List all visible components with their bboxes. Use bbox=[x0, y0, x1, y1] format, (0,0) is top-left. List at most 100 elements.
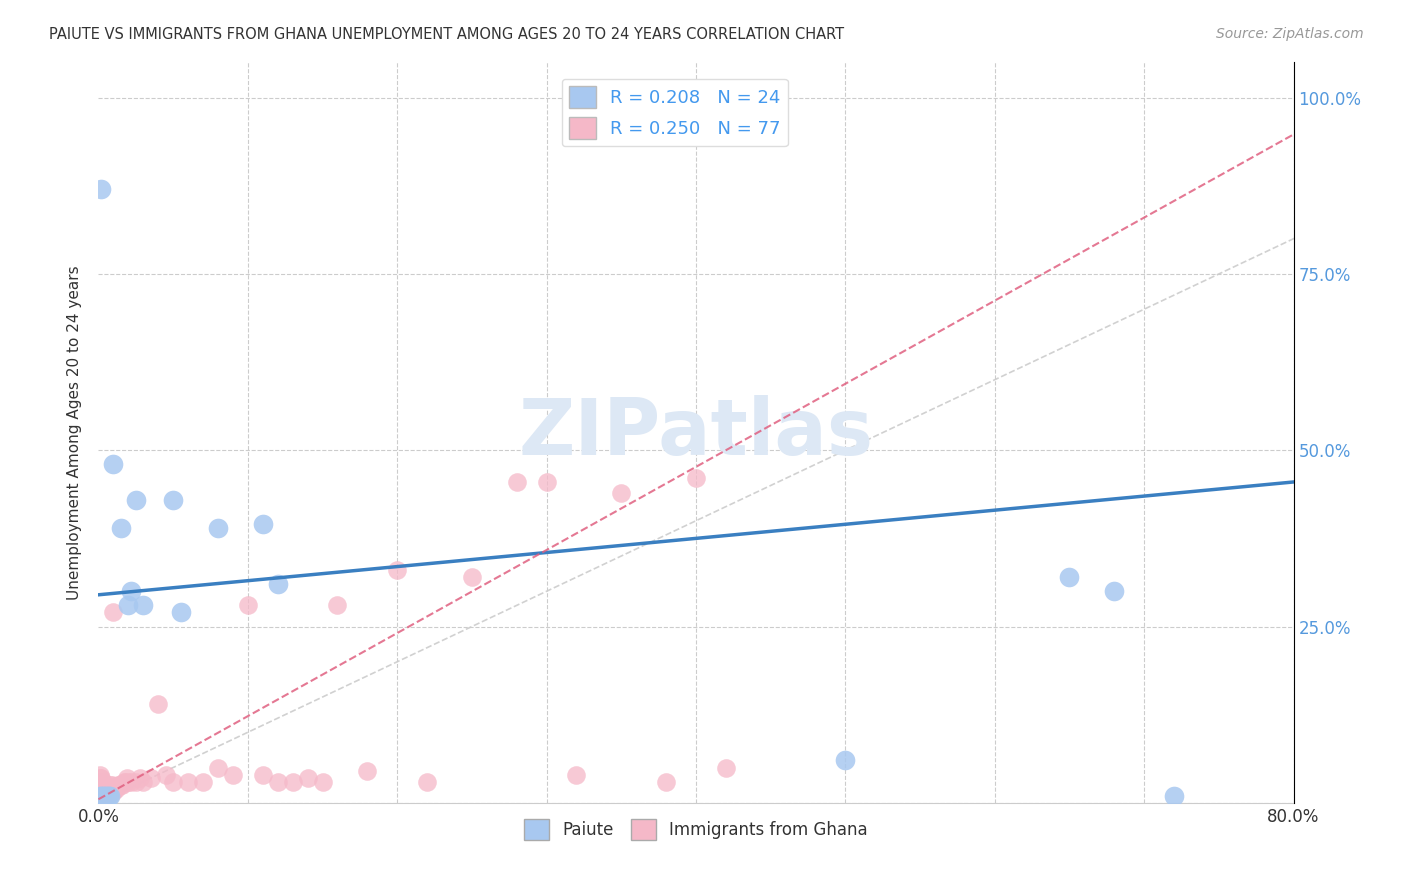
Point bbox=[326, 599, 349, 613]
Point bbox=[169, 606, 191, 620]
Point bbox=[90, 789, 112, 803]
Point bbox=[105, 781, 128, 796]
Point bbox=[117, 774, 139, 789]
Point bbox=[104, 781, 127, 796]
Point bbox=[536, 475, 558, 489]
Point bbox=[385, 563, 409, 577]
Point bbox=[281, 774, 304, 789]
Point bbox=[91, 785, 114, 799]
Point bbox=[416, 774, 439, 789]
Point bbox=[94, 785, 117, 799]
Point bbox=[148, 697, 170, 711]
Point bbox=[222, 767, 245, 781]
Point bbox=[311, 774, 333, 789]
Point bbox=[714, 760, 737, 774]
Point bbox=[162, 492, 184, 507]
Y-axis label: Unemployment Among Ages 20 to 24 years: Unemployment Among Ages 20 to 24 years bbox=[67, 265, 83, 600]
Point bbox=[91, 789, 114, 803]
Point bbox=[103, 785, 125, 799]
Point bbox=[98, 778, 122, 792]
Point bbox=[132, 774, 155, 789]
Point bbox=[461, 570, 484, 584]
Point bbox=[103, 781, 125, 796]
Point bbox=[108, 778, 131, 792]
Point bbox=[506, 475, 529, 489]
Legend: Paiute, Immigrants from Ghana: Paiute, Immigrants from Ghana bbox=[517, 813, 875, 847]
Point bbox=[103, 458, 125, 472]
Point bbox=[89, 781, 111, 796]
Point bbox=[93, 781, 115, 796]
Point bbox=[94, 781, 117, 796]
Point bbox=[252, 517, 274, 532]
Point bbox=[110, 778, 132, 792]
Point bbox=[267, 774, 290, 789]
Point bbox=[356, 764, 378, 778]
Point bbox=[1104, 584, 1126, 599]
Text: PAIUTE VS IMMIGRANTS FROM GHANA UNEMPLOYMENT AMONG AGES 20 TO 24 YEARS CORRELATI: PAIUTE VS IMMIGRANTS FROM GHANA UNEMPLOY… bbox=[49, 27, 845, 42]
Point bbox=[834, 754, 856, 768]
Point bbox=[93, 789, 115, 803]
Point bbox=[139, 771, 162, 785]
Point bbox=[125, 492, 148, 507]
Point bbox=[565, 767, 588, 781]
Point bbox=[90, 774, 112, 789]
Point bbox=[177, 774, 200, 789]
Point bbox=[252, 767, 274, 781]
Point bbox=[117, 599, 139, 613]
Point bbox=[94, 789, 117, 803]
Point bbox=[89, 778, 111, 792]
Point bbox=[129, 771, 152, 785]
Point bbox=[610, 485, 633, 500]
Point bbox=[103, 606, 125, 620]
Point bbox=[91, 778, 114, 792]
Point bbox=[97, 781, 120, 796]
Point bbox=[90, 785, 112, 799]
Point bbox=[98, 785, 122, 799]
Point bbox=[125, 774, 148, 789]
Point bbox=[155, 767, 177, 781]
Point bbox=[236, 599, 259, 613]
Point bbox=[267, 577, 290, 591]
Point bbox=[89, 767, 111, 781]
Point bbox=[96, 785, 118, 799]
Point bbox=[91, 774, 114, 789]
Point bbox=[91, 789, 114, 803]
Point bbox=[101, 781, 124, 796]
Point bbox=[120, 774, 142, 789]
Point bbox=[89, 792, 111, 806]
Point bbox=[114, 774, 136, 789]
Point bbox=[1059, 570, 1081, 584]
Point bbox=[97, 785, 120, 799]
Point bbox=[120, 584, 142, 599]
Point bbox=[89, 785, 111, 799]
Point bbox=[115, 771, 138, 785]
Point bbox=[98, 789, 122, 803]
Point bbox=[89, 789, 111, 803]
Point bbox=[107, 778, 129, 792]
Point bbox=[89, 789, 111, 803]
Point bbox=[97, 789, 120, 803]
Point bbox=[90, 778, 112, 792]
Point bbox=[91, 781, 114, 796]
Point bbox=[90, 789, 112, 803]
Point bbox=[132, 599, 155, 613]
Text: ZIPatlas: ZIPatlas bbox=[519, 394, 873, 471]
Point bbox=[93, 778, 115, 792]
Point bbox=[112, 774, 135, 789]
Point bbox=[111, 778, 134, 792]
Point bbox=[1163, 789, 1185, 803]
Point bbox=[655, 774, 678, 789]
Point bbox=[191, 774, 214, 789]
Point bbox=[90, 771, 112, 785]
Point bbox=[96, 789, 118, 803]
Point bbox=[93, 789, 115, 803]
Point bbox=[110, 521, 132, 535]
Point bbox=[685, 471, 707, 485]
Point bbox=[89, 771, 111, 785]
Point bbox=[94, 789, 117, 803]
Point bbox=[207, 521, 229, 535]
Point bbox=[96, 781, 118, 796]
Point bbox=[90, 182, 112, 196]
Point bbox=[101, 778, 124, 792]
Point bbox=[207, 760, 229, 774]
